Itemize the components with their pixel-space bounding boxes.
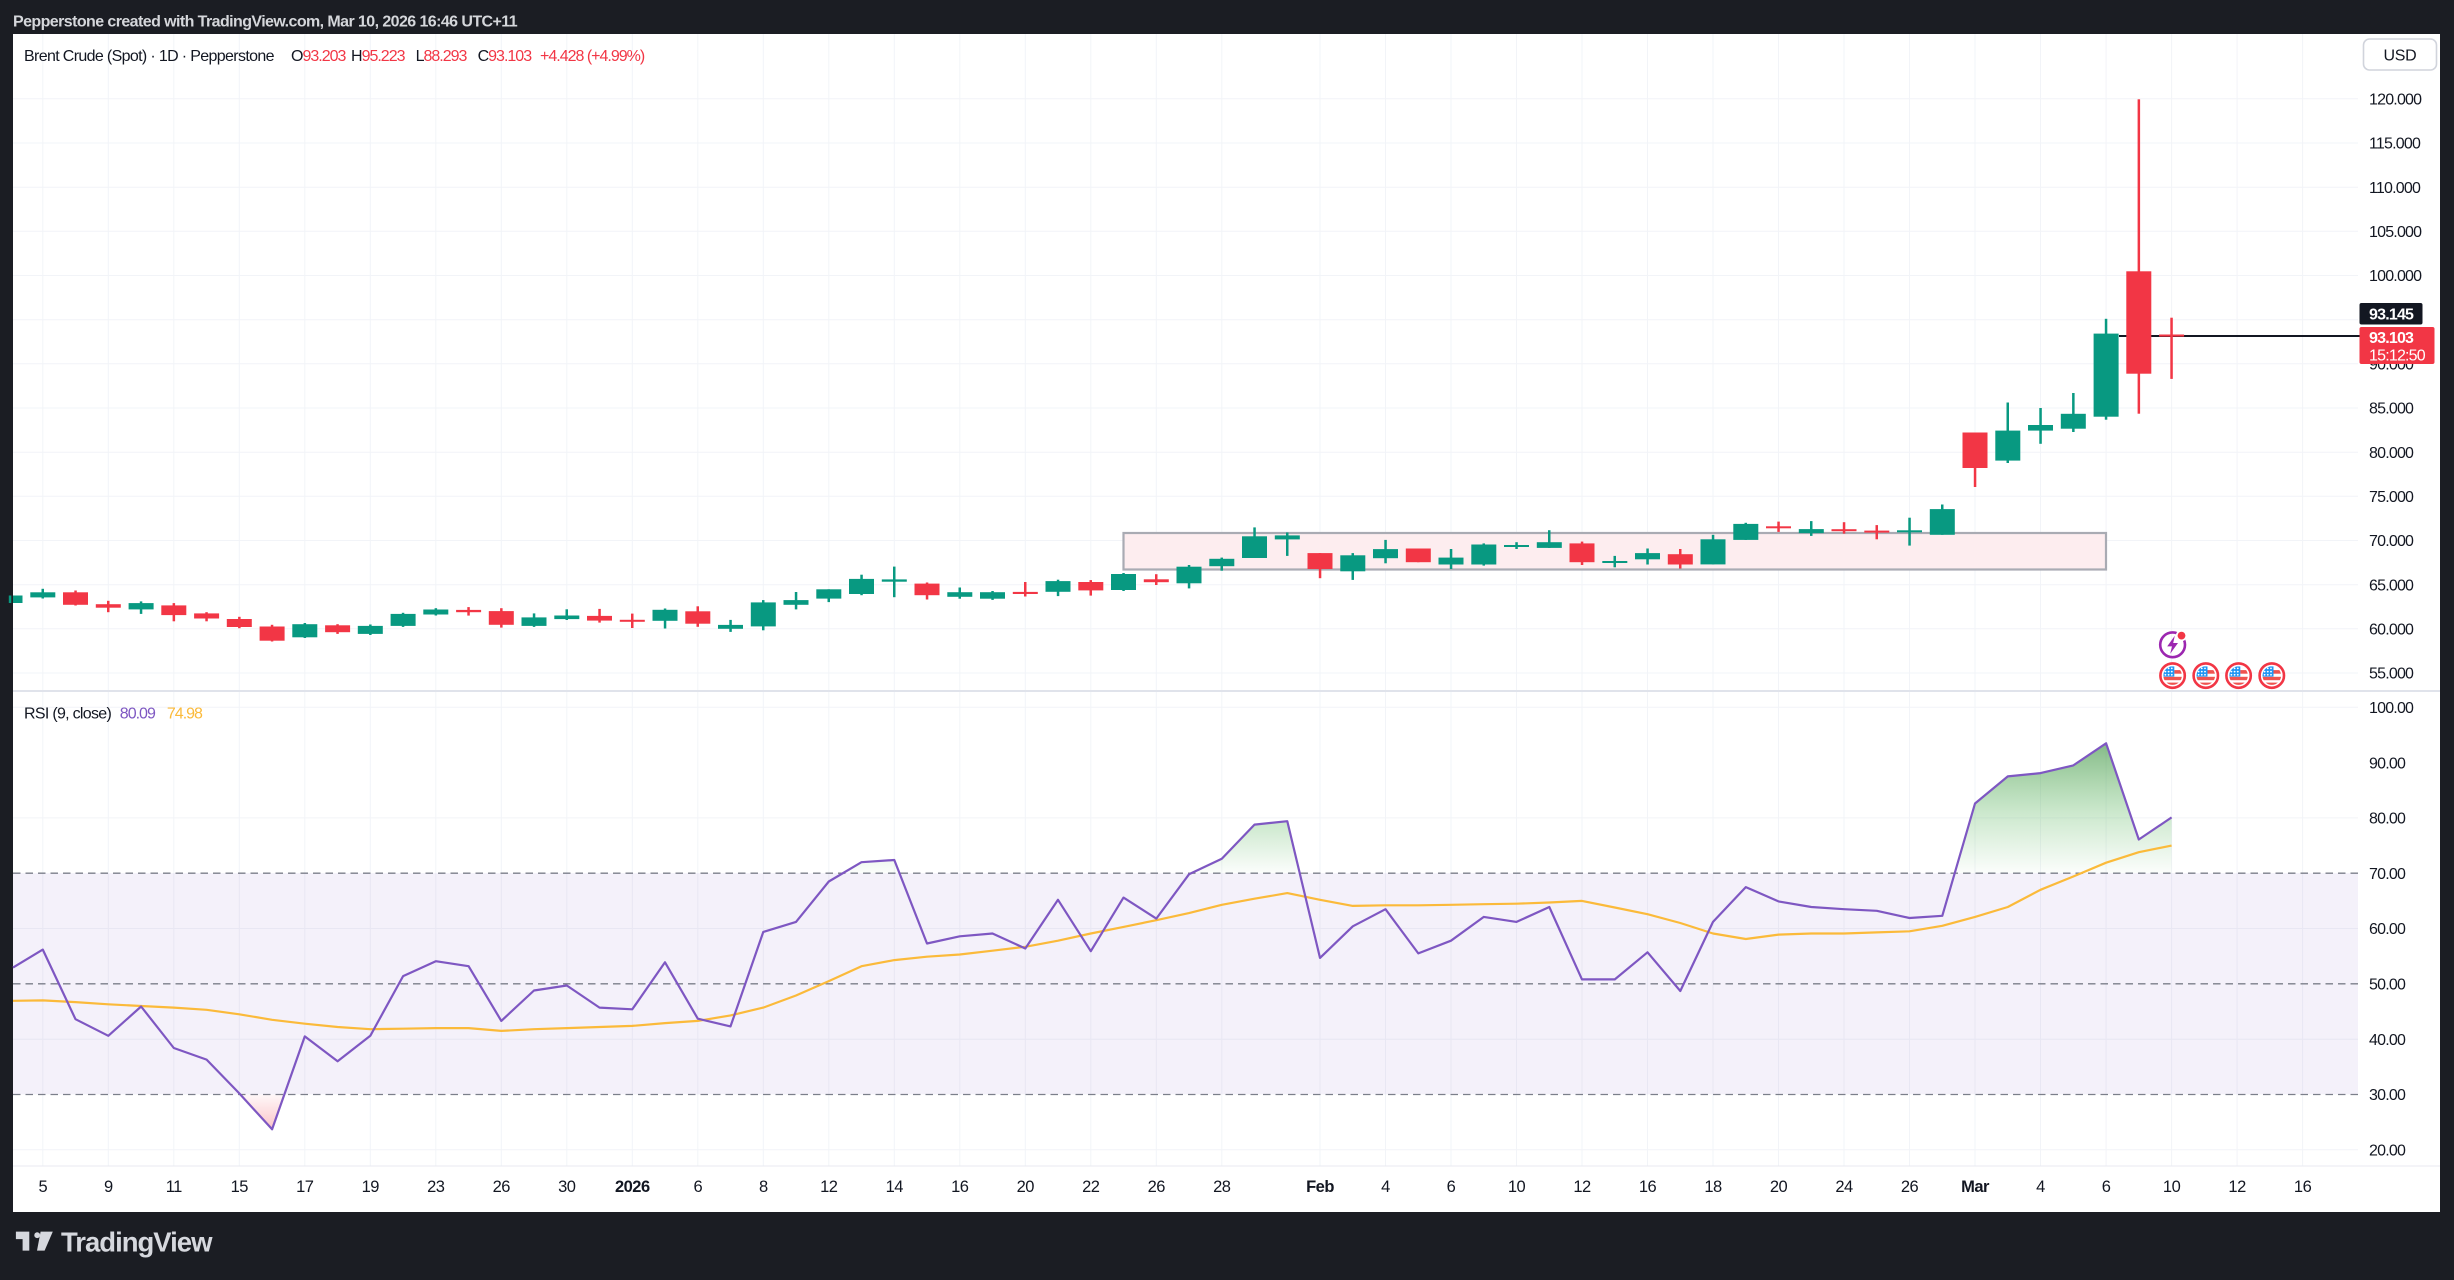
svg-text:110.000: 110.000 [2369,180,2421,197]
svg-text:Mar: Mar [1961,1178,1990,1196]
svg-text:20.00: 20.00 [2369,1143,2406,1160]
svg-text:65.000: 65.000 [2369,577,2414,594]
svg-text:5: 5 [38,1178,47,1196]
svg-text:19: 19 [362,1178,380,1196]
svg-text:105.000: 105.000 [2369,224,2422,241]
svg-text:RSI (9, close): RSI (9, close) [24,706,111,723]
svg-text:80.00: 80.00 [2369,811,2406,828]
svg-text:12: 12 [1573,1178,1591,1196]
svg-text:4: 4 [1381,1178,1390,1196]
svg-text:H95.223: H95.223 [351,48,406,65]
svg-text:75.000: 75.000 [2369,489,2414,506]
svg-text:55.000: 55.000 [2369,666,2414,683]
svg-text:24: 24 [1835,1178,1853,1196]
svg-text:70.00: 70.00 [2369,866,2406,883]
svg-text:Pepperstone created with Tradi: Pepperstone created with TradingView.com… [13,14,518,31]
svg-text:15: 15 [231,1178,249,1196]
svg-text:60.000: 60.000 [2369,622,2414,639]
svg-text:85.000: 85.000 [2369,401,2414,418]
svg-text:10: 10 [2163,1178,2181,1196]
svg-text:Feb: Feb [1306,1178,1334,1196]
svg-text:6: 6 [2102,1178,2111,1196]
svg-text:23: 23 [427,1178,445,1196]
svg-text:6: 6 [693,1178,702,1196]
svg-text:74.98: 74.98 [167,706,203,723]
svg-text:10: 10 [1508,1178,1526,1196]
svg-text:100.00: 100.00 [2369,700,2414,717]
svg-text:93.145: 93.145 [2369,307,2414,324]
svg-text:USD: USD [2384,48,2417,65]
svg-text:6: 6 [1447,1178,1456,1196]
svg-text:L88.293: L88.293 [416,48,468,65]
svg-text:20: 20 [1017,1178,1035,1196]
svg-text:28: 28 [1213,1178,1231,1196]
svg-text:26: 26 [493,1178,511,1196]
svg-text:16: 16 [951,1178,969,1196]
svg-text:4: 4 [2036,1178,2045,1196]
svg-text:90.00: 90.00 [2369,755,2406,772]
svg-text:93.103: 93.103 [2369,330,2414,347]
svg-text:2026: 2026 [615,1178,650,1196]
svg-text:60.00: 60.00 [2369,921,2406,938]
svg-text:22: 22 [1082,1178,1100,1196]
svg-text:9: 9 [104,1178,113,1196]
svg-text:100.000: 100.000 [2369,268,2422,285]
svg-text:20: 20 [1770,1178,1788,1196]
svg-text:30: 30 [558,1178,576,1196]
svg-text:26: 26 [1148,1178,1166,1196]
svg-text:12: 12 [2228,1178,2246,1196]
svg-text:16: 16 [1639,1178,1657,1196]
svg-text:120.000: 120.000 [2369,92,2422,109]
svg-text:12: 12 [820,1178,838,1196]
svg-text:115.000: 115.000 [2369,136,2421,153]
svg-text:14: 14 [886,1178,904,1196]
svg-text:80.000: 80.000 [2369,445,2414,462]
svg-text:TradingView: TradingView [61,1227,213,1258]
svg-text:80.09: 80.09 [120,706,156,723]
svg-text:15:12:50: 15:12:50 [2369,348,2426,365]
svg-text:40.00: 40.00 [2369,1032,2406,1049]
svg-text:O93.203: O93.203 [291,48,346,65]
svg-text:+4.428 (+4.99%): +4.428 (+4.99%) [540,48,645,65]
svg-text:30.00: 30.00 [2369,1087,2406,1104]
svg-text:26: 26 [1901,1178,1919,1196]
svg-text:Brent Crude (Spot) · 1D · Pepp: Brent Crude (Spot) · 1D · Pepperstone [24,48,275,65]
svg-text:50.00: 50.00 [2369,977,2406,994]
svg-text:70.000: 70.000 [2369,533,2414,550]
svg-text:18: 18 [1704,1178,1722,1196]
svg-text:17: 17 [296,1178,314,1196]
svg-text:C93.103: C93.103 [478,48,533,65]
svg-text:16: 16 [2294,1178,2312,1196]
svg-text:11: 11 [166,1178,182,1196]
svg-text:8: 8 [759,1178,768,1196]
